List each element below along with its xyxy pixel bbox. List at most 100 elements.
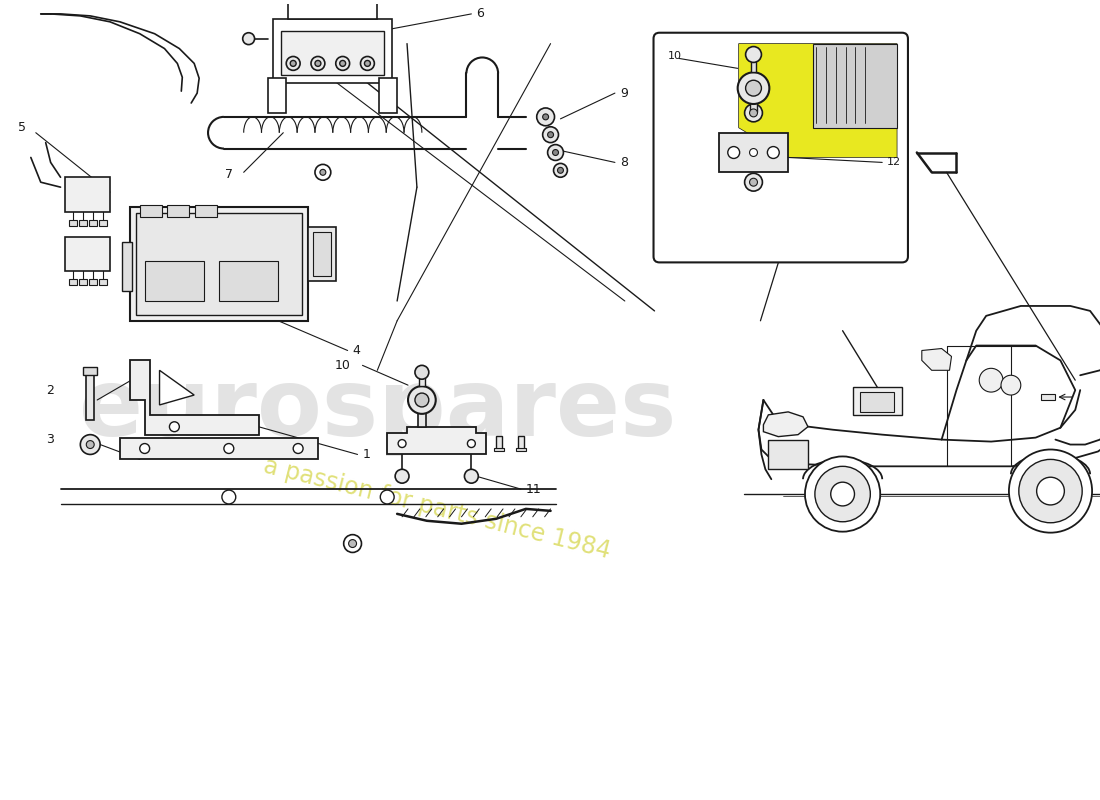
Bar (494, 447, 504, 451)
Bar (379, 78, 397, 113)
Circle shape (361, 57, 374, 70)
Circle shape (537, 108, 554, 126)
Circle shape (1019, 459, 1082, 522)
Bar (130, 207, 308, 321)
Circle shape (222, 490, 235, 504)
Text: 12: 12 (888, 158, 901, 167)
Text: eurospares: eurospares (78, 364, 677, 456)
Polygon shape (719, 38, 902, 158)
Circle shape (1009, 450, 1092, 533)
Circle shape (749, 178, 758, 186)
Circle shape (364, 61, 371, 66)
Polygon shape (130, 361, 258, 434)
Circle shape (746, 80, 761, 96)
Bar (288, 1, 377, 19)
Circle shape (286, 57, 300, 70)
Circle shape (768, 146, 779, 158)
Polygon shape (922, 349, 952, 370)
Circle shape (749, 149, 758, 157)
Bar (69, 279, 77, 285)
Polygon shape (739, 44, 898, 158)
Circle shape (294, 443, 304, 454)
Text: 11: 11 (526, 482, 541, 495)
Circle shape (745, 104, 762, 122)
Polygon shape (763, 412, 808, 437)
Text: 8: 8 (620, 156, 628, 169)
Circle shape (738, 72, 769, 104)
Circle shape (315, 164, 331, 180)
Circle shape (398, 439, 406, 447)
Bar (69, 220, 77, 226)
Bar (518, 436, 524, 450)
Circle shape (979, 368, 1003, 392)
Circle shape (749, 109, 758, 117)
Text: 6: 6 (476, 7, 484, 21)
Circle shape (343, 534, 362, 553)
Circle shape (745, 174, 762, 191)
Circle shape (315, 61, 321, 66)
Circle shape (415, 393, 429, 407)
Bar (1041, 394, 1056, 400)
Circle shape (1001, 375, 1021, 395)
Circle shape (86, 441, 95, 449)
Bar (66, 178, 110, 212)
Bar (89, 279, 97, 285)
Circle shape (542, 126, 559, 142)
Bar (99, 279, 107, 285)
Circle shape (1036, 478, 1065, 505)
Bar (66, 237, 110, 271)
Circle shape (746, 46, 761, 62)
Bar (195, 205, 217, 217)
Bar (86, 375, 95, 420)
Text: a passion for parts since 1984: a passion for parts since 1984 (261, 454, 613, 564)
Bar (79, 279, 87, 285)
Bar (99, 220, 107, 226)
Circle shape (80, 434, 100, 454)
Circle shape (336, 57, 350, 70)
Circle shape (349, 539, 356, 547)
Text: 10: 10 (334, 359, 351, 372)
Bar (418, 409, 426, 426)
Circle shape (395, 470, 409, 483)
Circle shape (728, 146, 739, 158)
Bar (135, 213, 302, 315)
Bar (140, 205, 162, 217)
Text: 5: 5 (18, 122, 26, 134)
Bar (219, 262, 278, 301)
Circle shape (558, 167, 563, 174)
Circle shape (169, 422, 179, 432)
Circle shape (468, 439, 475, 447)
Polygon shape (813, 44, 898, 128)
Circle shape (320, 170, 326, 175)
Circle shape (553, 163, 568, 178)
Circle shape (815, 466, 870, 522)
Bar (719, 133, 789, 172)
Circle shape (243, 33, 254, 45)
Text: 2: 2 (46, 384, 54, 397)
Circle shape (311, 57, 324, 70)
Circle shape (552, 150, 559, 155)
Bar (89, 220, 97, 226)
Bar (314, 232, 331, 276)
Bar (282, 30, 384, 75)
Bar (79, 220, 87, 226)
Bar (84, 367, 97, 375)
Bar (749, 92, 758, 112)
Text: 7: 7 (224, 168, 233, 181)
Bar (268, 78, 286, 113)
Circle shape (548, 132, 553, 138)
Bar (308, 226, 336, 282)
Bar (769, 439, 808, 470)
Circle shape (542, 114, 549, 120)
Circle shape (224, 443, 234, 454)
Polygon shape (160, 370, 195, 405)
Text: 9: 9 (620, 86, 628, 100)
Bar (167, 205, 189, 217)
Text: 3: 3 (46, 433, 54, 446)
Circle shape (548, 145, 563, 161)
Bar (122, 242, 132, 291)
Bar (852, 387, 902, 415)
Text: 10: 10 (668, 51, 681, 62)
Bar (120, 438, 318, 459)
Circle shape (340, 61, 345, 66)
